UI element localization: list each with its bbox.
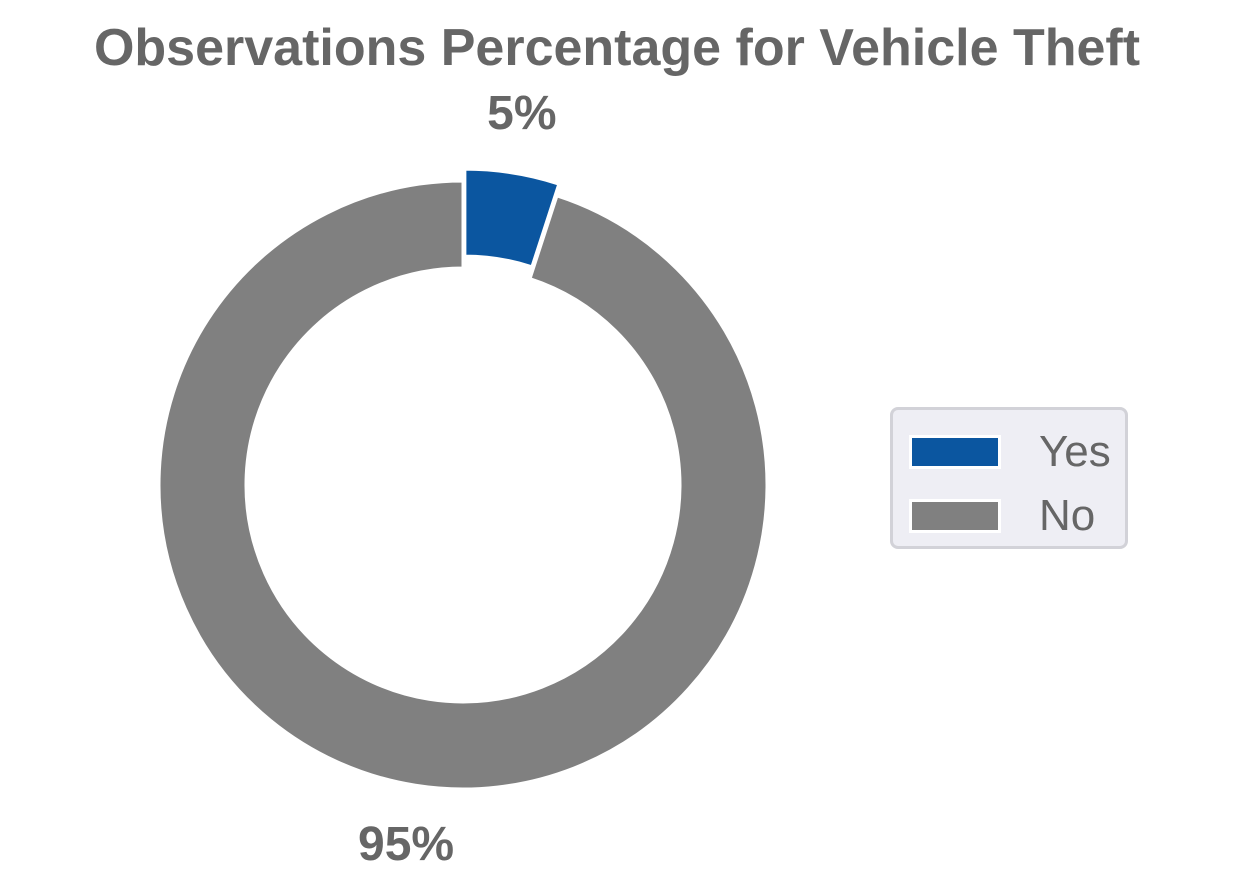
donut-slice-no bbox=[157, 179, 769, 791]
legend-swatch-yes bbox=[909, 435, 1001, 469]
legend-label-yes: Yes bbox=[1039, 427, 1111, 476]
data-label-yes: 5% bbox=[487, 87, 556, 140]
legend-item-yes: Yes bbox=[909, 427, 1111, 476]
legend-swatch-no bbox=[909, 499, 1001, 533]
donut-slice-yes bbox=[463, 167, 561, 269]
chart-title: Observations Percentage for Vehicle Thef… bbox=[93, 19, 1141, 77]
legend-item-no: No bbox=[909, 491, 1095, 540]
chart-legend: Yes No bbox=[890, 407, 1128, 549]
legend-label-no: No bbox=[1039, 491, 1096, 540]
data-label-no: 95% bbox=[358, 818, 454, 871]
